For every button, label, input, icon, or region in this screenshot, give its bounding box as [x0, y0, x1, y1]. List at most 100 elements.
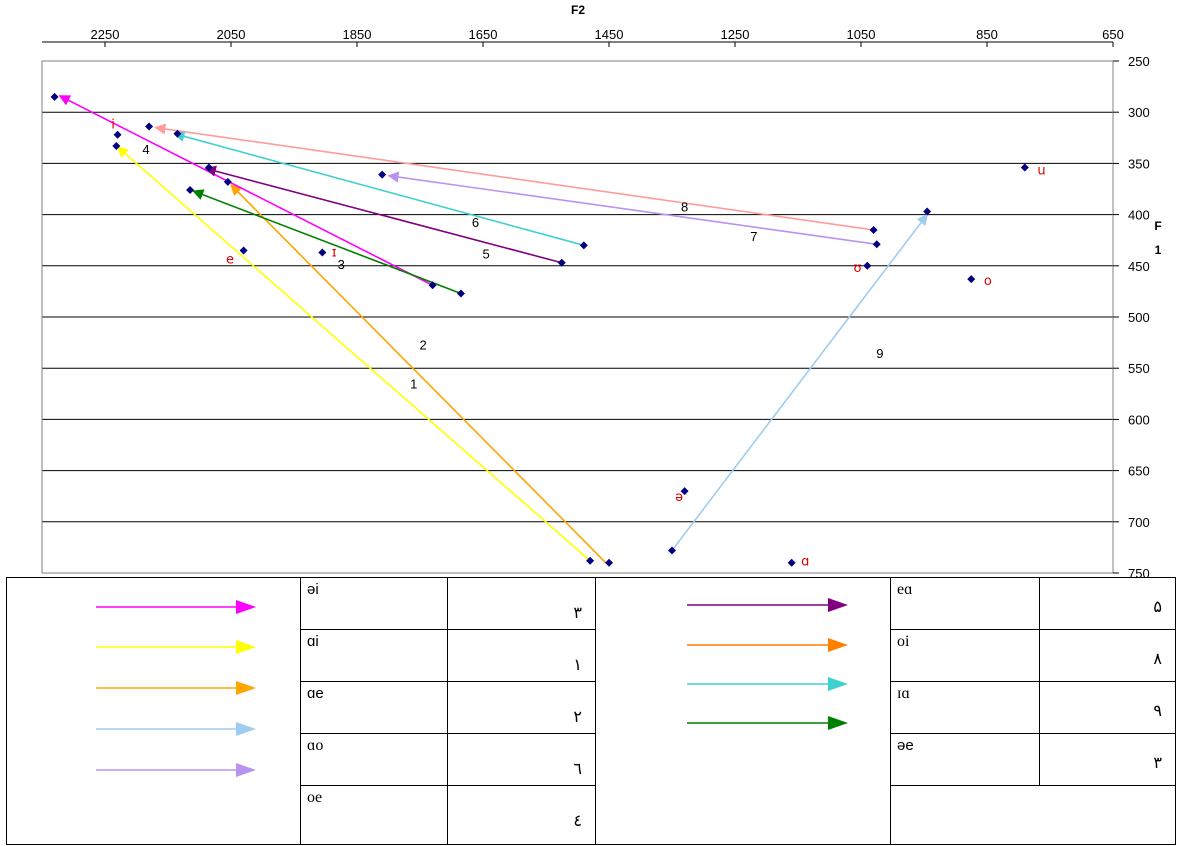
trajectory-line-4: [192, 189, 462, 295]
y-axis-title-line2: 1: [1155, 243, 1162, 257]
y-tick-label: 500: [1128, 310, 1150, 325]
data-points: [50, 92, 1029, 567]
vowel-labels: i e ɪ ʊ u o ə ɑ: [111, 117, 1045, 569]
left-row-separator: [300, 681, 596, 682]
legend-number: ۲: [573, 707, 582, 726]
data-point: [668, 546, 676, 555]
data-point: [378, 170, 387, 179]
trajectory-line-3: [58, 95, 433, 286]
x-tick-label: 2050: [217, 27, 246, 42]
data-point: [50, 92, 59, 101]
vowel-label: ʊ: [853, 261, 861, 276]
legend-symbol: ɑe: [307, 685, 324, 702]
legend-arrow: [96, 600, 256, 614]
legend-arrow: [96, 681, 256, 695]
legend-number: ۸: [1153, 649, 1162, 668]
legend-arrow: [96, 722, 256, 736]
trajectory-lines: [58, 95, 928, 564]
right-row-separator: [890, 733, 1176, 734]
data-point: [173, 129, 182, 138]
x-tick-label: 1250: [721, 27, 750, 42]
data-point: [869, 225, 878, 234]
legend-number: ٦: [573, 759, 582, 778]
left-row-separator: [300, 629, 596, 630]
right-table-border: [890, 577, 891, 845]
legend-arrow: [96, 763, 256, 777]
data-point: [579, 241, 588, 250]
trajectory-label: 2: [420, 338, 427, 353]
legend-symbol: oe: [307, 789, 323, 806]
vowel-label: o: [984, 274, 992, 289]
legend-table: əi ۳ ɑi ۱ ɑe ۲ ɑo ٦ oe ٤ eɑ ۵ oi ۸ ɪɑ ۹ əe ۳: [6, 577, 1176, 845]
legend-arrow: [687, 716, 848, 730]
legend-symbol: ɑi: [307, 633, 319, 650]
x-tick-label: 1450: [595, 27, 624, 42]
y-axis-ticks: 250 300 350 400 450 500 550 600 650 700 750: [1113, 54, 1150, 577]
legend-number: ۱: [573, 655, 582, 674]
legend-symbol: eɑ: [897, 581, 913, 598]
data-point: [204, 163, 213, 172]
right-row-separator: [890, 681, 1176, 682]
y-tick-label: 750: [1128, 566, 1150, 577]
vowel-label: i: [111, 117, 115, 132]
legend-symbol: oi: [897, 633, 910, 650]
right-row-separator: [890, 629, 1176, 630]
gridlines: [42, 111, 1113, 523]
legend-symbol: ɑo: [307, 737, 324, 754]
legend-symbol: ɪɑ: [897, 685, 910, 702]
left-table-divider: [447, 577, 448, 845]
y-tick-label: 450: [1128, 259, 1150, 274]
trajectory-label: 9: [876, 346, 883, 361]
legend-symbol: əi: [307, 581, 319, 598]
y-tick-label: 700: [1128, 515, 1150, 530]
left-table-block: [300, 577, 596, 845]
legend-arrows: [96, 598, 848, 777]
formant-chart: F2 F 1 2250 2050 1850 1650 1450 1250 1050 850 65…: [41, 3, 1162, 577]
data-point: [186, 186, 195, 195]
legend-arrow: [687, 677, 848, 691]
x-axis-title: F2: [571, 3, 585, 17]
data-point: [428, 281, 437, 290]
data-point: [787, 558, 796, 567]
legend-number: ۵: [1153, 597, 1162, 616]
data-point: [112, 141, 121, 150]
trajectory-line-7: [387, 171, 877, 246]
y-tick-label: 400: [1128, 208, 1150, 223]
data-point: [923, 207, 932, 216]
data-point: [557, 258, 566, 267]
legend-number: ۳: [1153, 753, 1162, 772]
trajectory-line-1: [116, 146, 591, 562]
vowel-label: ə: [675, 490, 683, 505]
y-axis-title-line1: F: [1154, 219, 1161, 233]
y-tick-label: 550: [1128, 361, 1150, 376]
data-point: [680, 487, 689, 496]
y-tick-label: 600: [1128, 412, 1150, 427]
x-tick-label: 1050: [847, 27, 876, 42]
x-axis-ticks: 2250 2050 1850 1650 1450 1250 1050 850 650: [42, 27, 1124, 47]
data-point: [863, 261, 872, 270]
trajectory-label: 5: [483, 247, 490, 262]
data-point: [113, 130, 122, 139]
x-tick-label: 1850: [343, 27, 372, 42]
legend-arrow: [687, 638, 848, 652]
legend-frame: [6, 577, 1176, 845]
data-point: [239, 246, 248, 255]
trajectory-label: 8: [681, 199, 688, 214]
y-tick-label: 300: [1128, 105, 1150, 120]
vowel-label: ɑ: [801, 555, 809, 570]
trajectory-label: 1: [410, 377, 417, 392]
data-point: [223, 177, 232, 186]
data-point: [456, 289, 465, 298]
x-tick-label: 1650: [469, 27, 498, 42]
left-row-separator: [300, 733, 596, 734]
trajectory-line-5: [204, 165, 562, 264]
legend-arrow: [687, 598, 848, 612]
trajectory-line-6: [173, 130, 585, 247]
vowel-label: ɪ: [332, 245, 337, 260]
trajectory-line-8: [154, 123, 874, 231]
y-tick-label: 650: [1128, 464, 1150, 479]
y-tick-label: 350: [1128, 156, 1150, 171]
vowel-label: e: [226, 253, 234, 268]
left-row-separator: [300, 785, 596, 786]
x-tick-label: 850: [976, 27, 998, 42]
